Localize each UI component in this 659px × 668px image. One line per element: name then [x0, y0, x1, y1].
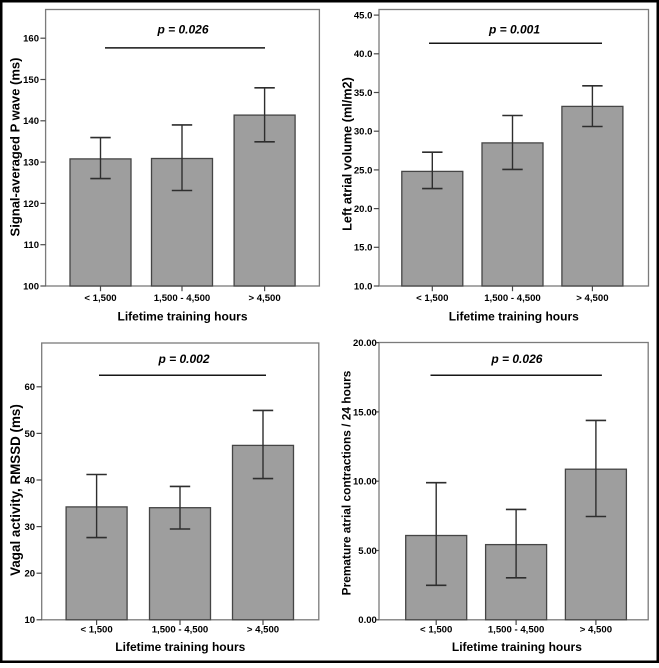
svg-text:140: 140 [23, 116, 39, 127]
svg-text:1,500 - 4,500: 1,500 - 4,500 [154, 293, 211, 304]
svg-text:Premature atrial contractions: Premature atrial contractions / 24 hours [340, 370, 354, 595]
svg-text:120: 120 [23, 199, 39, 210]
svg-text:110: 110 [24, 240, 39, 251]
svg-text:150: 150 [23, 75, 39, 86]
svg-text:40: 40 [25, 475, 36, 486]
svg-text:p = 0.026: p = 0.026 [490, 352, 542, 366]
svg-text:10.00: 10.00 [353, 477, 377, 488]
svg-text:60: 60 [25, 382, 36, 393]
svg-text:10.0: 10.0 [354, 281, 373, 292]
svg-text:15.00: 15.00 [353, 407, 377, 418]
svg-text:Vagal activity, RMSSD (ms): Vagal activity, RMSSD (ms) [8, 404, 23, 576]
svg-text:20.0: 20.0 [354, 204, 373, 215]
svg-text:20.00: 20.00 [353, 338, 377, 349]
svg-text:25.0: 25.0 [354, 165, 373, 176]
svg-text:Lifetime training hours: Lifetime training hours [117, 309, 247, 323]
svg-text:1,500 - 4,500: 1,500 - 4,500 [484, 293, 541, 304]
svg-text:30.0: 30.0 [354, 127, 373, 138]
svg-text:> 4,500: > 4,500 [580, 625, 612, 636]
svg-text:p = 0.002: p = 0.002 [157, 352, 209, 366]
svg-text:p = 0.001: p = 0.001 [488, 22, 540, 36]
svg-text:20: 20 [25, 569, 36, 580]
svg-text:35.0: 35.0 [354, 88, 373, 99]
svg-text:< 1,500: < 1,500 [80, 625, 112, 636]
svg-text:> 4,500: > 4,500 [576, 293, 608, 304]
svg-text:40.0: 40.0 [354, 49, 373, 60]
svg-text:< 1,500: < 1,500 [416, 293, 448, 304]
svg-text:Lifetime training hours: Lifetime training hours [449, 309, 579, 323]
svg-text:30: 30 [25, 522, 36, 533]
svg-text:160: 160 [23, 34, 39, 45]
svg-text:< 1,500: < 1,500 [84, 293, 116, 304]
svg-text:Lifetime training hours: Lifetime training hours [452, 640, 582, 654]
svg-text:100: 100 [23, 281, 39, 292]
svg-text:1,500 - 4,500: 1,500 - 4,500 [488, 625, 545, 636]
svg-text:130: 130 [23, 158, 39, 169]
svg-text:15.0: 15.0 [354, 243, 373, 254]
svg-text:45.0: 45.0 [354, 11, 373, 22]
svg-text:Lifetime training hours: Lifetime training hours [115, 640, 245, 654]
svg-text:> 4,500: > 4,500 [248, 293, 280, 304]
svg-text:10: 10 [25, 615, 36, 626]
svg-text:< 1,500: < 1,500 [420, 625, 452, 636]
svg-text:> 4,500: > 4,500 [247, 625, 279, 636]
svg-text:1,500 - 4,500: 1,500 - 4,500 [152, 625, 209, 636]
svg-text:Left atrial volume (ml/m2): Left atrial volume (ml/m2) [341, 77, 355, 231]
svg-text:50: 50 [25, 429, 36, 440]
svg-text:5.00: 5.00 [358, 546, 377, 557]
svg-text:0.00: 0.00 [358, 615, 377, 626]
svg-text:Signal-averaged P wave (ms): Signal-averaged P wave (ms) [8, 58, 23, 237]
svg-text:p = 0.026: p = 0.026 [156, 22, 208, 36]
